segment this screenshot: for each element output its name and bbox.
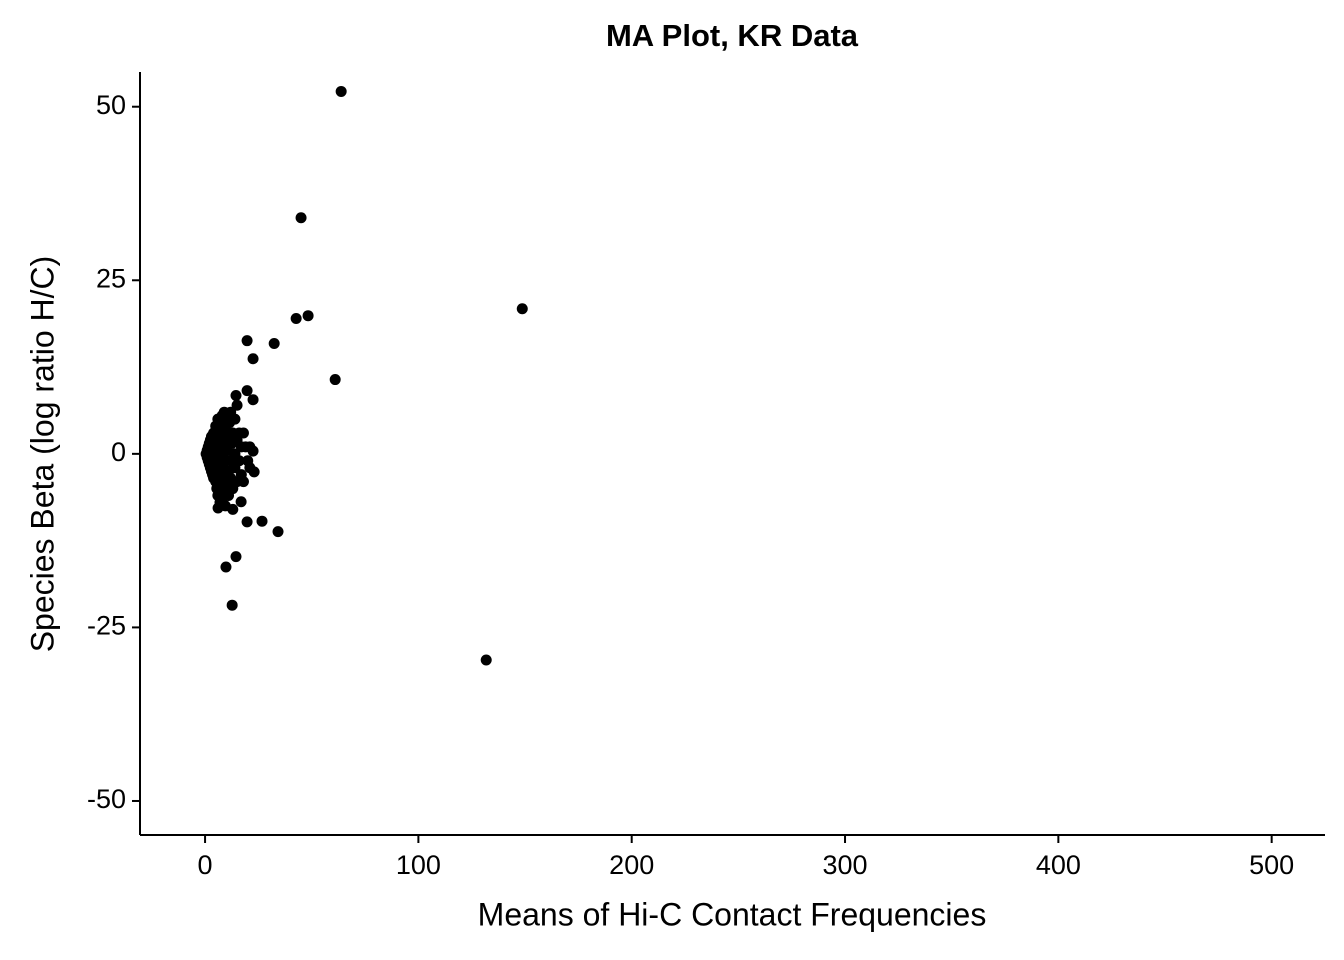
y-tick-label: -25 [87, 611, 126, 641]
point [235, 496, 247, 508]
x-tick-label: 0 [198, 850, 213, 880]
point [230, 390, 242, 402]
x-axis-label: Means of Hi-C Contact Frequencies [478, 896, 987, 932]
point [244, 462, 256, 474]
point [272, 526, 284, 538]
point [229, 413, 241, 425]
point [268, 337, 280, 349]
chart-title: MA Plot, KR Data [606, 18, 859, 53]
x-tick-label: 100 [396, 850, 441, 880]
point [244, 441, 256, 453]
point [247, 353, 259, 365]
point [230, 551, 242, 563]
y-tick-label: 50 [96, 90, 126, 120]
y-tick-label: 25 [96, 263, 126, 293]
point [233, 455, 245, 467]
y-axis-label: Species Beta (log ratio H/C) [24, 256, 60, 653]
point [295, 212, 307, 224]
x-tick-label: 200 [609, 850, 654, 880]
point [480, 654, 492, 666]
point [226, 599, 238, 611]
y-tick-label: -50 [87, 784, 126, 814]
x-tick-label: 500 [1249, 850, 1294, 880]
point [237, 476, 249, 488]
point [241, 385, 253, 397]
point [335, 85, 347, 97]
y-tick-label: 0 [111, 437, 126, 467]
point [256, 515, 268, 527]
point [247, 394, 259, 406]
x-tick-label: 300 [822, 850, 867, 880]
x-tick-label: 400 [1036, 850, 1081, 880]
point [516, 303, 528, 315]
point [227, 503, 239, 515]
point [302, 310, 314, 322]
point [231, 399, 243, 411]
point [241, 335, 253, 347]
point [329, 374, 341, 386]
point [290, 312, 302, 324]
point [241, 516, 253, 528]
point [237, 427, 249, 439]
point [220, 561, 232, 573]
